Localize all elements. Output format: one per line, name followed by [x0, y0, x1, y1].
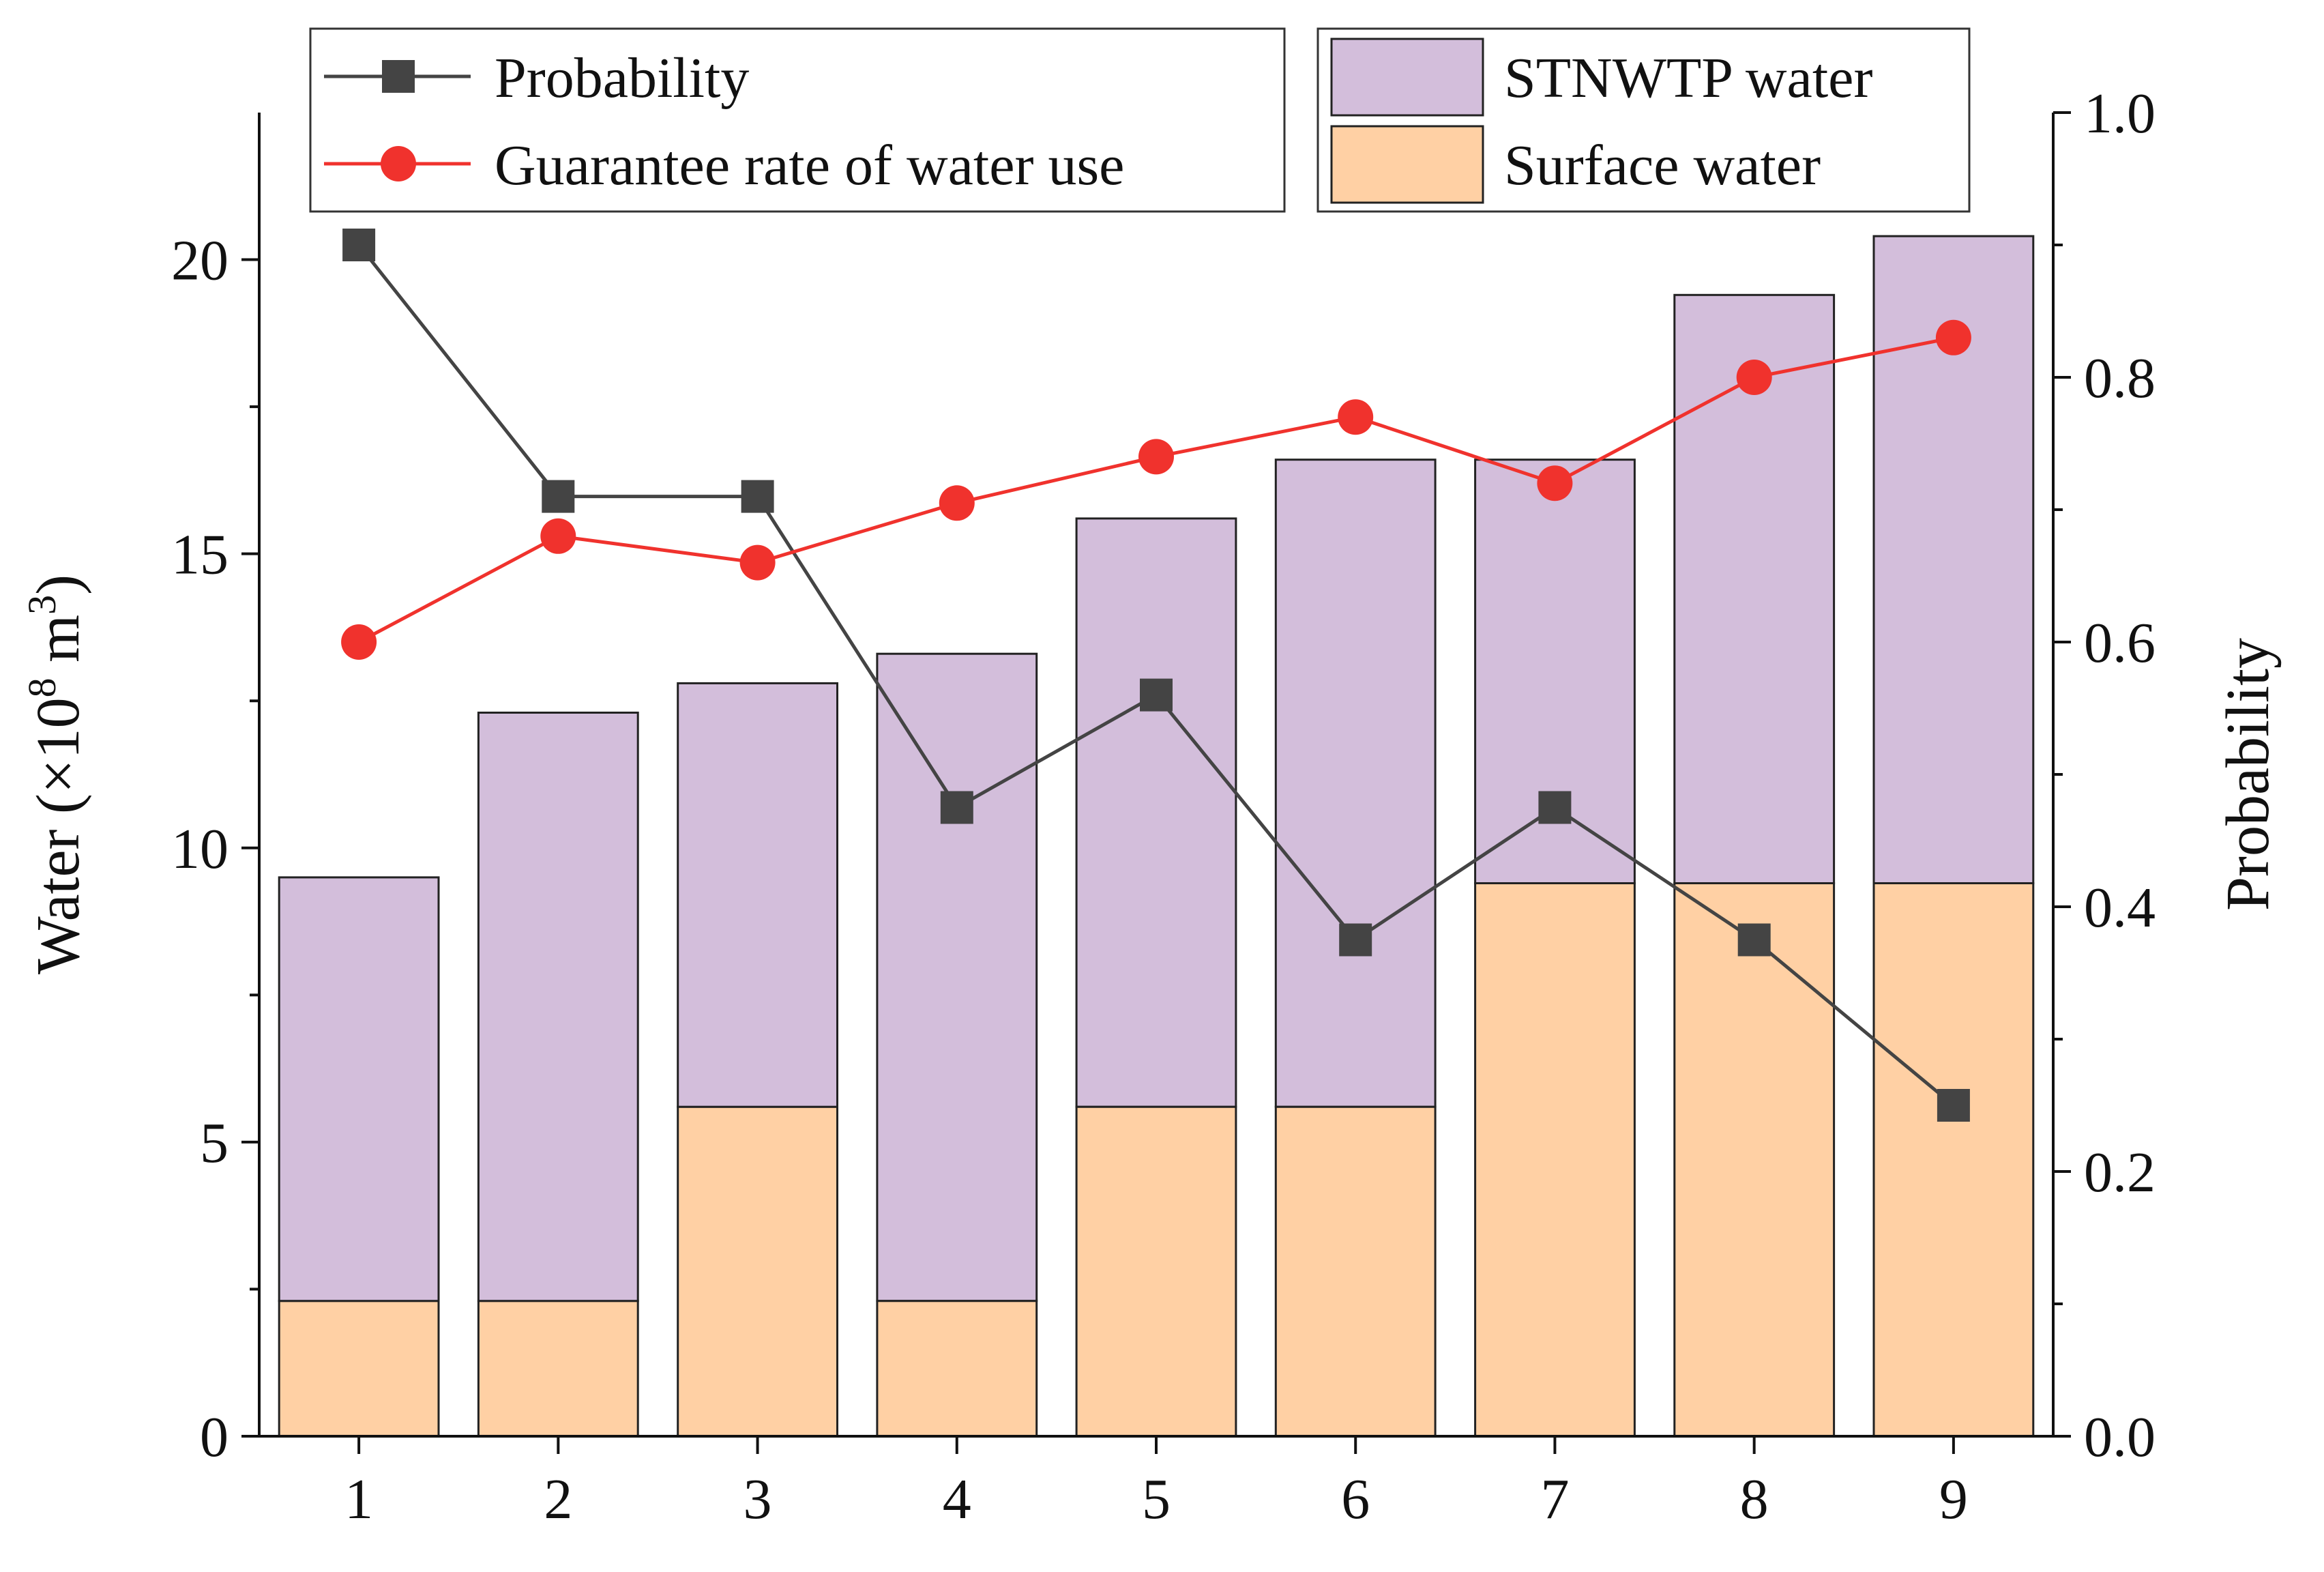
left-axis-title-label-sup1: 8: [20, 678, 64, 697]
x-tick-label: 9: [1939, 1468, 1968, 1531]
axes-layer: 0 5 10 15 20 0.0 0.2 0.4 0.6 0.8 1.0 1 2 3 4 5 6 7 8 9 Water…: [20, 82, 2282, 1531]
bar-surface-water-5: [1075, 1105, 1237, 1438]
left-axis-title-label-main: Water (×10: [25, 697, 92, 974]
bar-surface-water-2: [477, 1300, 639, 1438]
legend-label: STNWTP water: [1504, 46, 1872, 110]
point-probability-9: [1937, 1089, 1970, 1122]
legend-label: Guarantee rate of water use: [495, 134, 1124, 197]
bar-stnwtp-water-5: [1075, 517, 1237, 1108]
left-tick-label: 20: [171, 229, 229, 293]
bar-surface-water-9: [1872, 882, 2035, 1438]
bar-surface-water-7: [1474, 882, 1636, 1438]
right-tick-label: 0.8: [2084, 347, 2156, 410]
x-tick-label: 5: [1142, 1468, 1171, 1531]
point-probability-6: [1339, 923, 1372, 957]
point-probability-2: [542, 480, 575, 513]
right-tick-label: 1.0: [2084, 82, 2156, 145]
right-tick-label: 0.2: [2084, 1141, 2156, 1204]
x-tick-label: 7: [1540, 1468, 1569, 1531]
point-guarantee-rate-of-water-use-1: [341, 624, 377, 660]
bar-stnwtp-water-6: [1274, 458, 1437, 1108]
point-guarantee-rate-of-water-use-9: [1935, 319, 1971, 355]
legend-layer: Probability Guarantee rate of water use ST…: [309, 27, 1971, 213]
bar-surface-water-6: [1274, 1105, 1437, 1438]
bar-stnwtp-water-2: [477, 712, 639, 1302]
point-guarantee-rate-of-water-use-6: [1338, 399, 1374, 435]
lines-layer: [341, 229, 1971, 1122]
left-tick-label: 10: [171, 817, 229, 881]
bar-surface-water-3: [677, 1105, 839, 1438]
legend-label: Surface water: [1504, 134, 1821, 197]
legend-box-lines: [309, 27, 1286, 213]
x-tick-label: 6: [1341, 1468, 1370, 1531]
left-axis-title: Water (×108 m3): [20, 574, 92, 974]
left-axis-title-label-sup2: 3: [20, 595, 64, 615]
left-tick-label: 15: [171, 523, 229, 587]
point-probability-7: [1538, 791, 1572, 824]
point-guarantee-rate-of-water-use-8: [1736, 360, 1772, 395]
right-tick-label: 0.4: [2084, 876, 2156, 940]
x-tick-label: 4: [943, 1468, 971, 1531]
x-tick-label: 8: [1740, 1468, 1769, 1531]
point-probability-4: [940, 791, 973, 824]
legend-swatch-box: [1330, 38, 1484, 117]
point-probability-3: [741, 480, 774, 513]
bar-surface-water-4: [876, 1300, 1038, 1438]
point-guarantee-rate-of-water-use-3: [739, 544, 776, 581]
bar-surface-water-8: [1673, 882, 1836, 1438]
legend-swatch-marker: [382, 60, 415, 93]
right-axis-title: Probability: [2214, 638, 2282, 911]
legend-swatch-marker: [381, 146, 416, 181]
x-tick-label: 1: [344, 1468, 373, 1531]
bar-stnwtp-water-1: [278, 876, 440, 1302]
bar-stnwtp-water-4: [876, 652, 1038, 1302]
left-axis-title-label-end: ): [25, 574, 92, 595]
x-tick-label: 2: [544, 1468, 572, 1531]
bar-surface-water-1: [278, 1300, 440, 1438]
x-tick-label: 3: [744, 1468, 772, 1531]
left-tick-label: 5: [200, 1111, 229, 1175]
left-axis-title-label-mid: m: [25, 615, 92, 678]
point-guarantee-rate-of-water-use-4: [939, 485, 975, 521]
point-probability-1: [342, 229, 376, 261]
right-tick-label: 0.0: [2084, 1406, 2156, 1469]
bars-layer: [278, 235, 2035, 1438]
legend-swatch-box: [1330, 125, 1484, 204]
right-tick-label: 0.6: [2084, 611, 2156, 675]
point-probability-5: [1140, 678, 1173, 712]
point-guarantee-rate-of-water-use-7: [1537, 465, 1573, 501]
legend-label: Probability: [495, 46, 749, 110]
left-tick-label: 0: [200, 1406, 229, 1469]
bar-stnwtp-water-3: [677, 682, 839, 1108]
point-probability-8: [1737, 923, 1771, 957]
point-guarantee-rate-of-water-use-2: [540, 518, 576, 554]
point-guarantee-rate-of-water-use-5: [1138, 439, 1174, 475]
